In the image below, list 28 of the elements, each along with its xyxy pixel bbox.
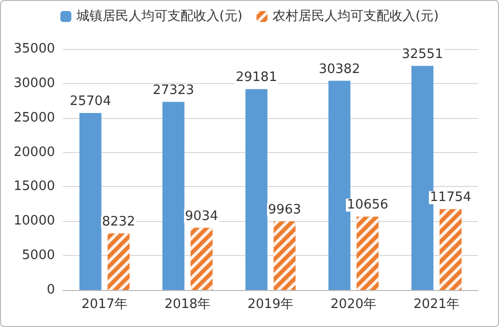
data-label: 8232 <box>102 214 136 230</box>
y-tick-label: 35000 <box>14 42 55 56</box>
data-label: 30382 <box>318 62 360 77</box>
x-tick-label: 2019年 <box>247 297 294 312</box>
data-label: 9034 <box>185 208 218 224</box>
data-label: 11754 <box>430 190 472 206</box>
y-tick-label: 25000 <box>14 110 55 126</box>
data-label: 27323 <box>152 82 194 98</box>
data-label: 29181 <box>236 70 278 86</box>
y-tick-label: 5000 <box>22 248 55 264</box>
data-label: 32551 <box>402 46 444 62</box>
legend-label: 农村居民人均可支配收入(元) <box>272 9 439 24</box>
x-tick-label: 2021年 <box>413 297 460 312</box>
y-tick-label: 0 <box>46 282 55 298</box>
bar <box>245 89 268 290</box>
legend-label: 城镇居民人均可支配收入(元) <box>75 9 243 24</box>
x-tick-label: 2020年 <box>330 297 377 312</box>
y-tick-label: 30000 <box>14 76 55 91</box>
y-tick-label: 15000 <box>14 179 55 194</box>
data-label: 9963 <box>268 202 302 218</box>
x-tick-label: 2018年 <box>164 297 211 312</box>
data-label: 10656 <box>346 198 388 213</box>
data-label: 25704 <box>70 94 112 110</box>
x-tick-label: 2017年 <box>81 297 128 312</box>
y-tick-label: 20000 <box>14 144 55 160</box>
y-tick-label: 10000 <box>14 214 55 229</box>
bar <box>79 113 102 290</box>
bar <box>162 102 184 290</box>
